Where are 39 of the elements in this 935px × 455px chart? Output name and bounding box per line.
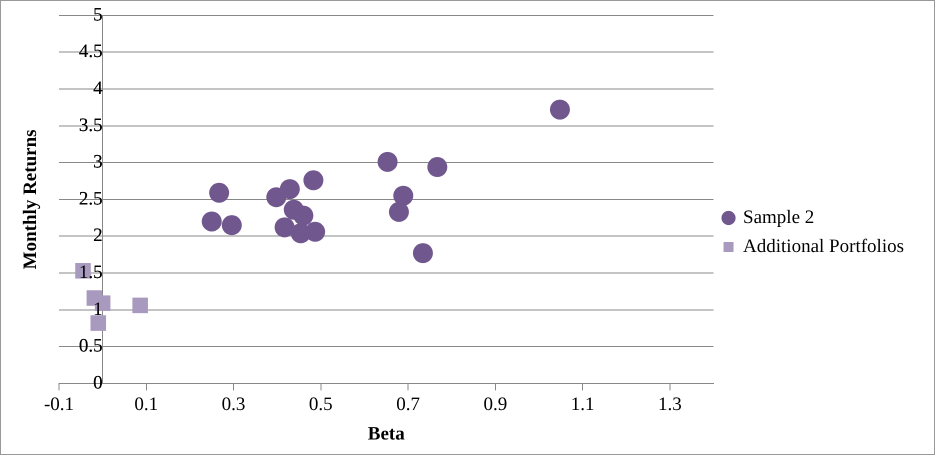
point	[378, 152, 398, 172]
point	[393, 186, 414, 206]
y-tick-label: 3.5	[78, 114, 103, 136]
point	[303, 170, 324, 190]
point	[293, 206, 314, 226]
y-tick-label: 2.5	[78, 188, 103, 210]
y-tick-label: 2	[93, 225, 103, 246]
x-tick-label: 0.3	[222, 394, 246, 415]
x-tick-label: 0.9	[483, 394, 508, 415]
legend-label: Sample 2	[743, 206, 814, 228]
point	[280, 179, 300, 200]
y-axis-title: Monthly Returns	[20, 129, 41, 270]
y-tick-label: 0.5	[78, 336, 103, 357]
point	[550, 100, 570, 120]
point	[132, 298, 148, 314]
point	[274, 217, 295, 238]
y-tick-label: 1.5	[78, 262, 103, 283]
legend-label: Additional Portfolios	[743, 236, 904, 257]
x-tick-label: 0.5	[308, 394, 333, 415]
x-tick-label: 1.1	[570, 394, 594, 415]
x-tick-label: 0.1	[134, 394, 158, 415]
point	[388, 202, 409, 222]
y-tick-label: 5	[93, 4, 103, 26]
y-tick-label: 3	[93, 152, 103, 173]
point	[90, 315, 106, 331]
x-tick-label: 0.7	[396, 394, 420, 415]
point	[305, 222, 326, 242]
point	[222, 215, 242, 236]
x-tick-label: 1.3	[658, 394, 682, 415]
point	[202, 211, 222, 232]
y-tick-label: 1	[93, 298, 103, 320]
y-tick-label: 4.5	[78, 41, 103, 62]
y-tick-label: 0	[93, 372, 103, 394]
point	[209, 182, 230, 203]
point	[427, 157, 448, 178]
point	[412, 243, 433, 264]
x-tick-label: -0.1	[44, 394, 74, 415]
x-axis-title: Beta	[368, 424, 406, 445]
y-tick-label: 4	[93, 78, 104, 99]
